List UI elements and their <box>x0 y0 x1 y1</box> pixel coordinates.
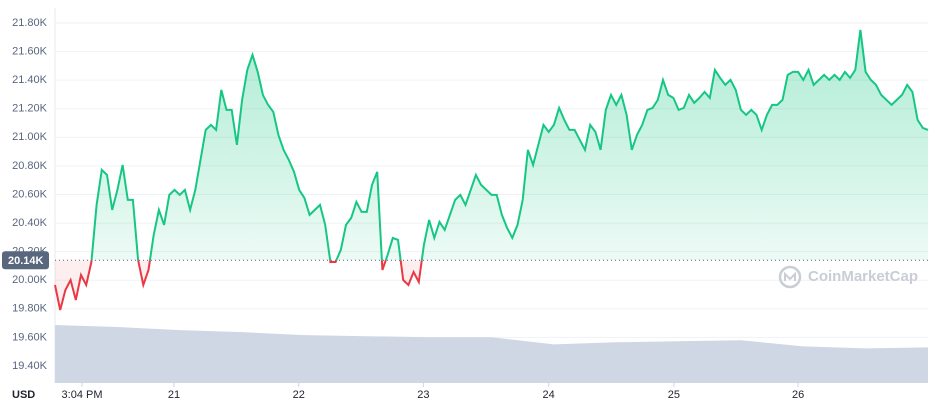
x-tick-label: 23 <box>417 389 429 401</box>
y-tick-label: 21.20K <box>12 103 48 115</box>
y-tick-label: 20.40K <box>12 217 48 229</box>
y-tick-label: 21.80K <box>12 17 48 29</box>
y-tick-label: 21.40K <box>12 74 48 86</box>
x-tick-label: 22 <box>293 389 305 401</box>
currency-label: USD <box>12 389 35 401</box>
x-tick-label: 26 <box>792 389 804 401</box>
y-tick-label: 20.80K <box>12 160 48 172</box>
watermark: CoinMarketCap <box>808 268 918 285</box>
y-tick-label: 20.00K <box>12 274 48 286</box>
baseline-label: 20.14K <box>8 255 44 267</box>
y-tick-label: 21.00K <box>12 131 48 143</box>
x-tick-label: 21 <box>168 389 180 401</box>
volume-area <box>55 325 928 383</box>
y-tick-label: 21.60K <box>12 45 48 57</box>
x-tick-label: 24 <box>543 389 555 401</box>
price-line-up <box>90 29 929 261</box>
x-tick-label: 3:04 PM <box>62 389 103 401</box>
y-tick-label: 20.60K <box>12 188 48 200</box>
y-tick-label: 19.40K <box>12 360 48 372</box>
watermark-logo <box>778 265 802 289</box>
y-tick-label: 19.60K <box>12 331 48 343</box>
baseline-label-box <box>2 251 49 270</box>
area-up <box>91 29 928 261</box>
x-tick-label: 25 <box>668 389 680 401</box>
y-tick-label: 19.80K <box>12 303 48 315</box>
area-down <box>55 260 928 310</box>
